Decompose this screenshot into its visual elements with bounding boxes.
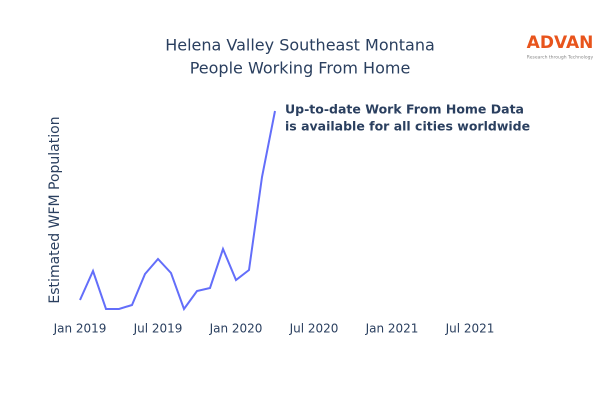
line bbox=[79, 110, 276, 312]
logo: ADVAN bbox=[527, 33, 594, 53]
x-tick-label: Jan 2021 bbox=[365, 322, 419, 336]
x-tick-label: Jan 2020 bbox=[209, 322, 263, 336]
x-tick-label: Jul 2019 bbox=[133, 322, 183, 336]
chart-title: People Working From Home bbox=[190, 59, 411, 78]
y-axis-label: Estimated WFM Population bbox=[47, 116, 63, 303]
annotation: is available for all cities worldwide bbox=[285, 119, 530, 134]
logo-tagline: Research through Technology bbox=[527, 55, 594, 61]
x-tick-label: Jul 2021 bbox=[445, 322, 495, 336]
x-tick-label: Jan 2019 bbox=[53, 322, 107, 336]
annotation: Up-to-date Work From Home Data bbox=[285, 102, 524, 117]
chart-title: Helena Valley Southeast Montana bbox=[165, 36, 435, 55]
x-tick-label: Jul 2020 bbox=[289, 322, 339, 336]
